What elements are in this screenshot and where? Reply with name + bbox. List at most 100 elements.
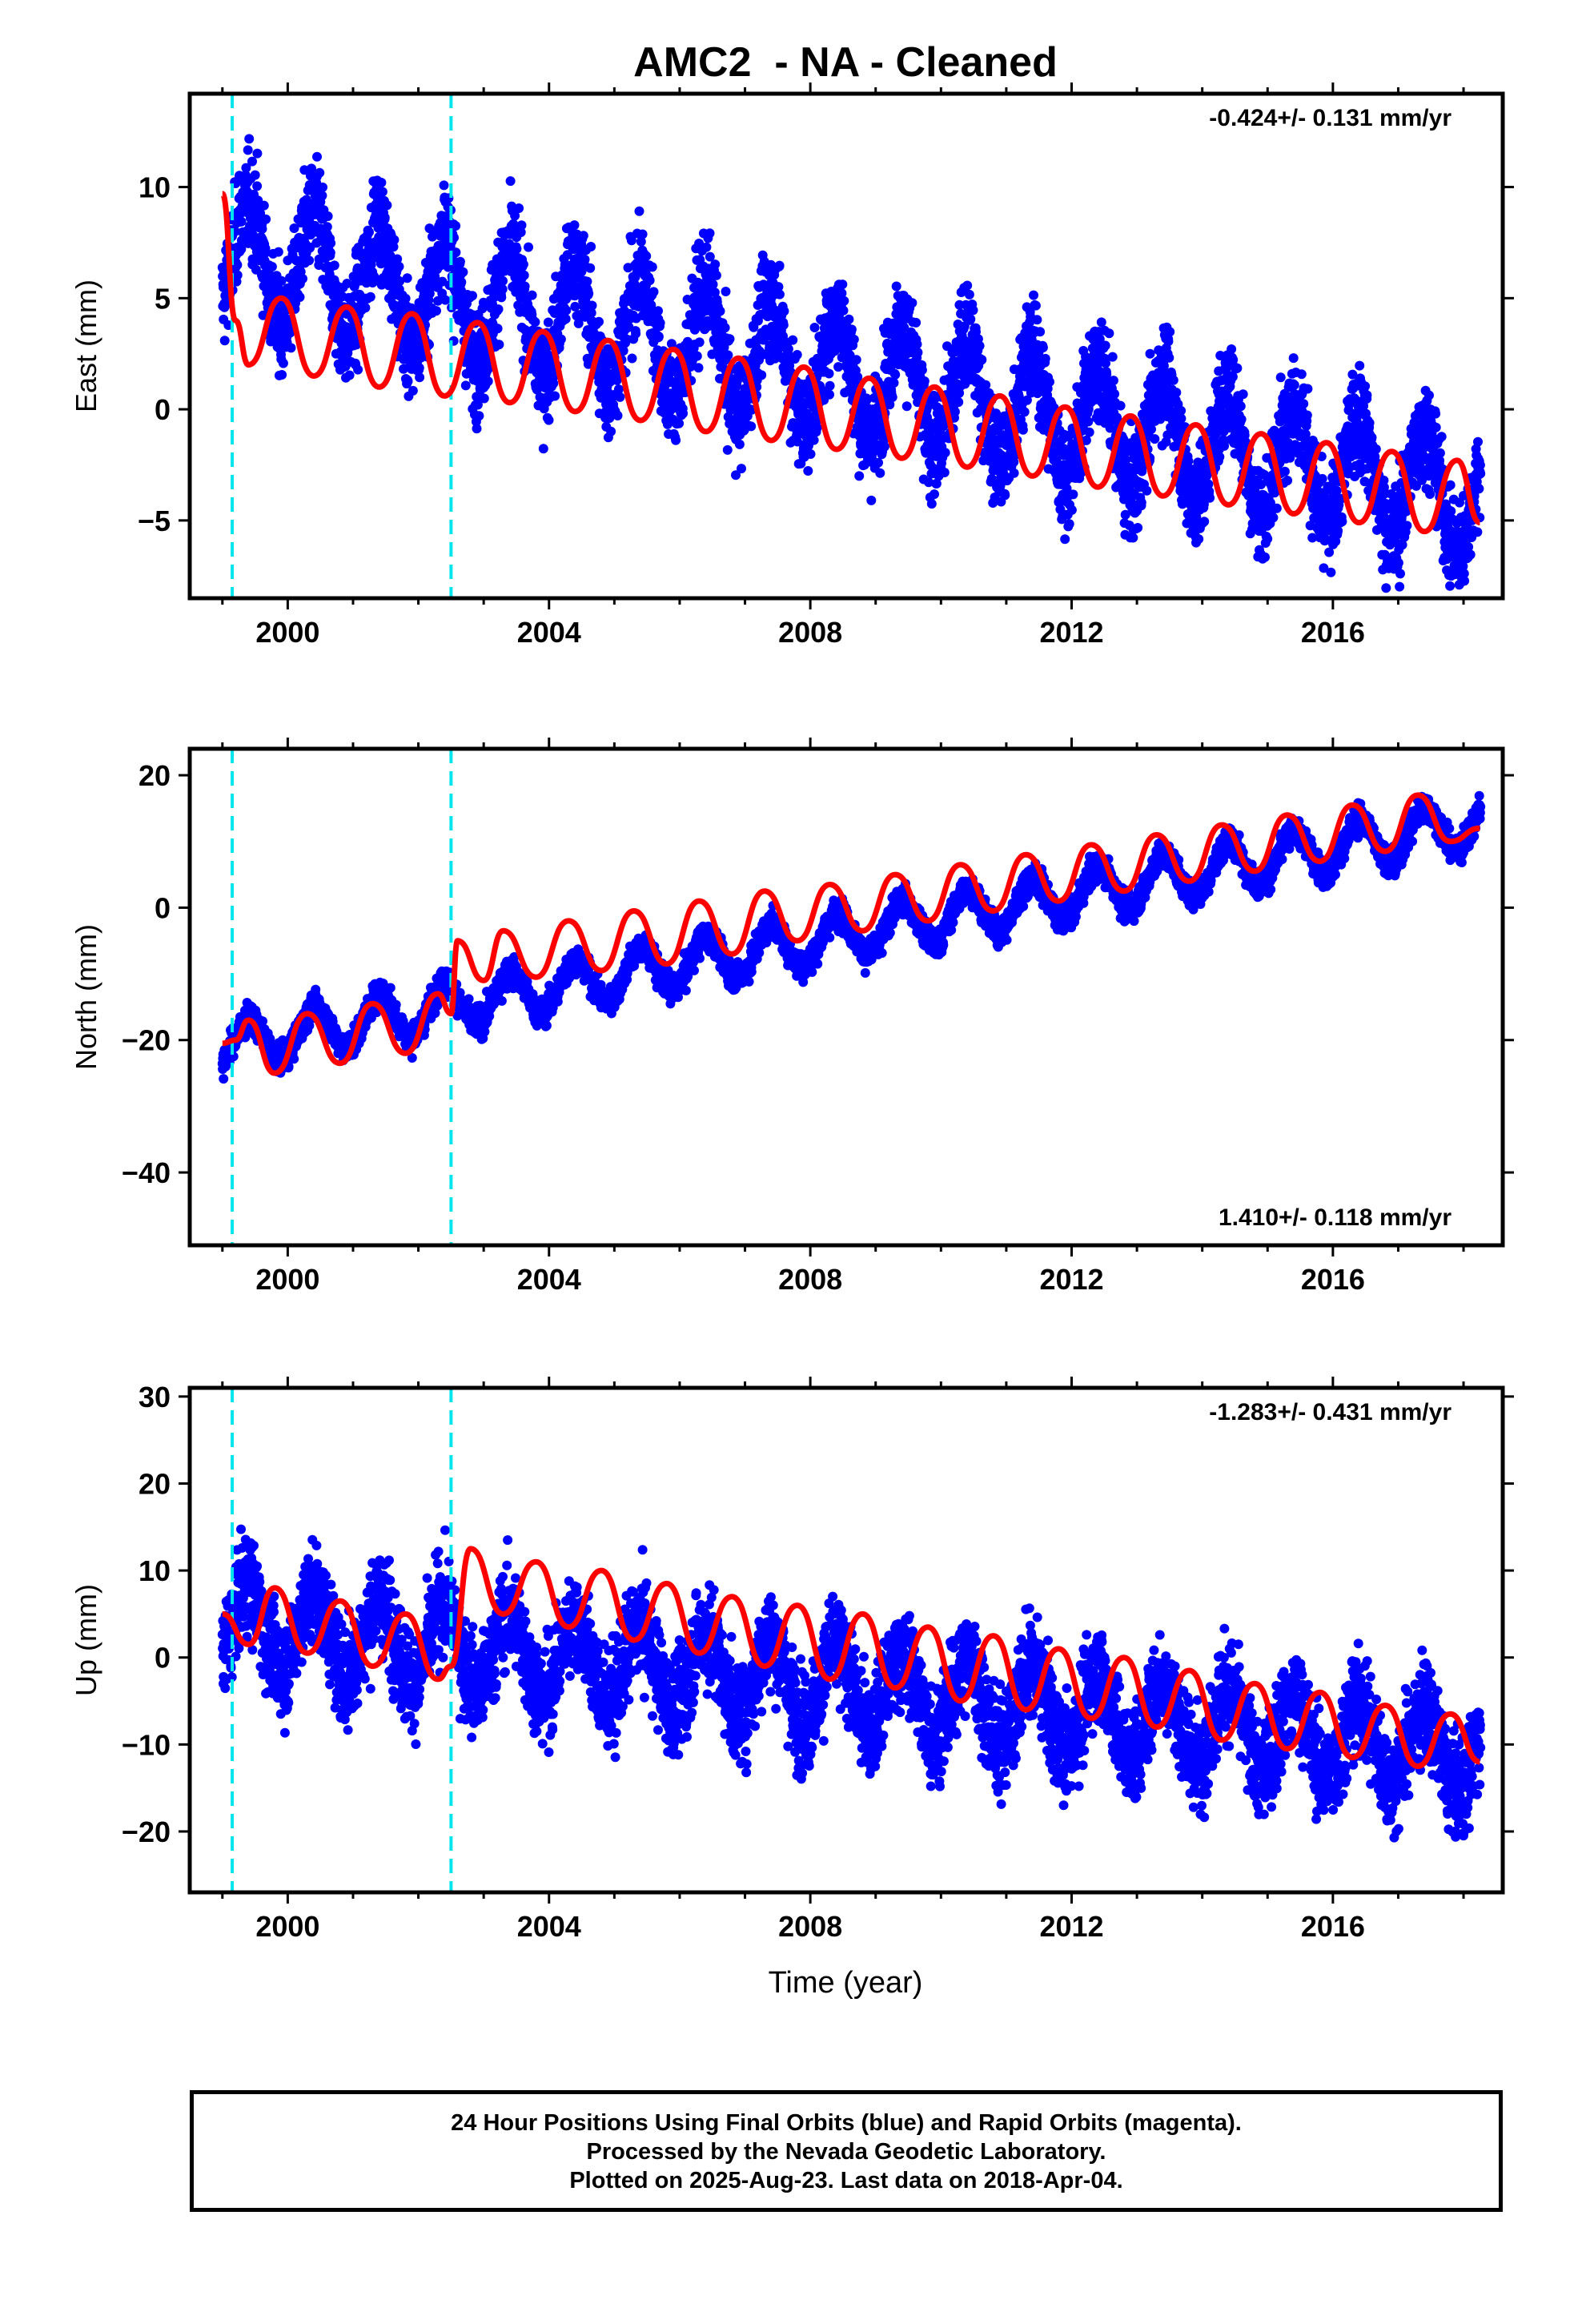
data-point: [516, 220, 527, 231]
data-point: [510, 211, 520, 221]
data-point: [1317, 473, 1327, 484]
data-point: [1238, 389, 1248, 400]
data-point: [1194, 534, 1204, 545]
data-point: [520, 281, 530, 292]
data-point: [757, 370, 767, 380]
data-point: [694, 337, 705, 348]
data-point: [573, 318, 584, 328]
data-point: [304, 255, 315, 266]
data-point: [440, 295, 451, 305]
data-point: [1019, 407, 1030, 417]
data-point: [365, 292, 375, 302]
data-point: [570, 301, 580, 312]
data-point: [258, 310, 268, 320]
data-point: [722, 444, 733, 455]
data-point: [774, 289, 785, 300]
data-point: [1171, 388, 1182, 398]
data-point: [307, 163, 316, 174]
data-point: [939, 468, 950, 477]
data-point: [569, 220, 580, 231]
data-point: [1364, 418, 1375, 428]
data-points: [217, 134, 1486, 593]
data-point: [379, 212, 390, 223]
data-point: [236, 216, 247, 227]
data-point: [474, 411, 484, 421]
data-point: [584, 288, 594, 299]
data-point: [606, 426, 616, 436]
data-point: [911, 317, 921, 328]
data-point: [809, 435, 819, 445]
data-point: [1083, 416, 1094, 427]
data-point: [364, 227, 374, 237]
data-point: [318, 182, 327, 192]
data-point: [456, 277, 467, 287]
data-point: [261, 214, 271, 224]
data-point: [655, 318, 665, 328]
data-point: [647, 262, 657, 272]
data-point: [615, 392, 625, 402]
data-point: [1333, 525, 1343, 536]
data-point: [890, 369, 901, 380]
data-point: [1100, 340, 1110, 351]
data-point: [1275, 372, 1286, 383]
data-point: [641, 251, 652, 261]
data-point: [693, 363, 704, 373]
data-point: [788, 335, 798, 345]
data-point: [648, 287, 659, 297]
data-point: [917, 365, 927, 375]
data-point: [252, 148, 263, 159]
data-point: [627, 353, 637, 364]
data-point: [1145, 348, 1155, 359]
data-point: [912, 339, 922, 349]
data-point: [512, 243, 522, 254]
data-point: [403, 376, 413, 387]
data-point: [1227, 344, 1237, 354]
data-point: [548, 378, 559, 388]
plot-area: [217, 94, 1486, 598]
data-point: [241, 163, 251, 173]
data-point: [582, 276, 592, 287]
data-point: [578, 231, 588, 241]
data-point: [538, 444, 548, 454]
data-point: [891, 281, 901, 292]
data-point: [1029, 290, 1038, 300]
data-point: [779, 306, 789, 316]
data-point: [637, 229, 648, 239]
data-point: [587, 300, 597, 311]
data-point: [809, 323, 820, 332]
data-point: [846, 324, 857, 335]
data-point: [1176, 413, 1186, 424]
data-point: [907, 298, 917, 308]
data-point: [586, 242, 596, 251]
data-point: [838, 305, 849, 316]
data-point: [527, 290, 537, 300]
data-point: [492, 324, 503, 334]
data-point: [273, 247, 283, 257]
data-point: [232, 270, 243, 280]
data-point: [612, 411, 623, 420]
data-point: [1108, 376, 1118, 386]
data-point: [1289, 380, 1299, 390]
data-point: [439, 180, 449, 191]
data-point: [613, 384, 624, 395]
data-point: [325, 247, 335, 258]
data-point: [778, 320, 789, 330]
data-point: [1084, 427, 1094, 437]
data-point: [326, 238, 336, 248]
data-point: [1183, 456, 1194, 466]
data-point: [618, 346, 628, 356]
data-point: [940, 448, 950, 458]
data-point: [919, 376, 930, 386]
data-point: [968, 305, 978, 316]
data-point: [889, 378, 899, 388]
data-point: [519, 270, 529, 280]
data-point: [1045, 376, 1054, 387]
data-point: [653, 332, 664, 342]
data-point: [1263, 533, 1273, 544]
data-point: [1128, 533, 1138, 543]
data-point: [1066, 505, 1077, 515]
data-point: [451, 221, 461, 231]
data-point: [626, 235, 636, 246]
